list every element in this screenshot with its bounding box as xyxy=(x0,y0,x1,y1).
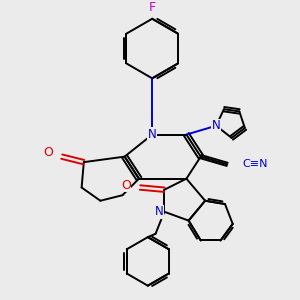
Text: O: O xyxy=(44,146,53,159)
Text: C≡N: C≡N xyxy=(243,159,268,169)
Text: N: N xyxy=(154,205,163,218)
Text: N: N xyxy=(148,128,157,141)
Text: N: N xyxy=(212,119,220,132)
Text: O: O xyxy=(121,179,131,192)
Text: F: F xyxy=(148,1,156,14)
